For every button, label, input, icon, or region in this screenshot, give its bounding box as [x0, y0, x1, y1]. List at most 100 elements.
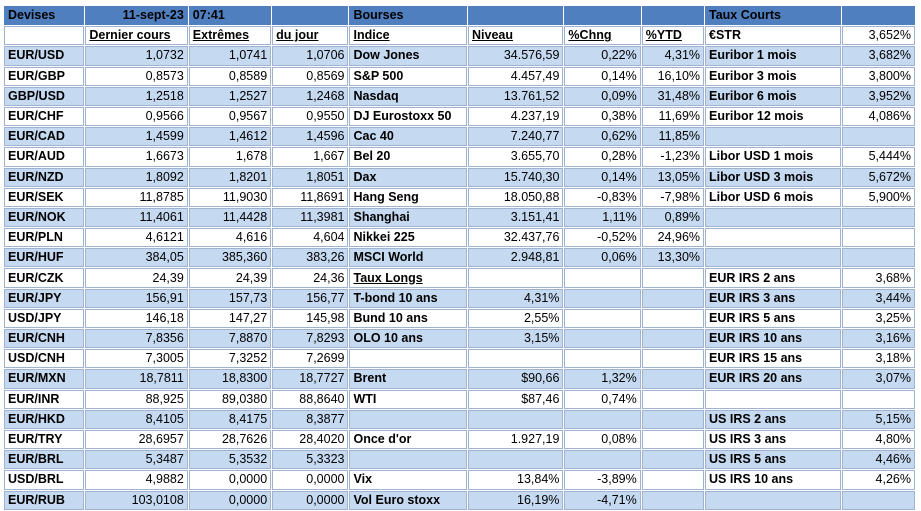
cell-ytd: -7,98%	[641, 187, 705, 207]
cell-extreme-bas: 7,2699	[272, 349, 349, 369]
cell-dernier-cours: 156,91	[85, 288, 188, 308]
cell-taux-label: EUR IRS 15 ans	[705, 349, 841, 369]
col-indice: Indice	[349, 26, 467, 46]
cell-indice: DJ Eurostoxx 50	[349, 106, 467, 127]
header-row: Devises 11-sept-23 07:41 Bourses Taux Co…	[4, 6, 915, 26]
cell-extreme-bas: 24,36	[272, 268, 349, 288]
cell-niveau: 34.576,59	[468, 46, 564, 66]
cell-extreme-haut: 0,0000	[188, 470, 272, 490]
cell-taux-value	[841, 490, 915, 510]
cell-extreme-bas: 156,77	[272, 288, 349, 308]
cell-niveau	[468, 450, 564, 470]
cell-taux-value: 3,44%	[841, 288, 915, 308]
cell-taux-value: 3,25%	[841, 308, 915, 328]
cell-niveau: 2,55%	[468, 308, 564, 328]
cell-indice: Nasdaq	[349, 86, 467, 106]
header-bourses: Bourses	[349, 6, 467, 26]
cell-taux-label: Euribor 1 mois	[705, 46, 841, 66]
cell-indice: Dax	[349, 167, 467, 187]
cell-ytd: -1,23%	[641, 147, 705, 167]
cell-extreme-haut: 1,0741	[188, 46, 272, 66]
cell-extreme-bas: 8,3877	[272, 409, 349, 429]
table-row: EUR/CNH 7,8356 7,8870 7,8293 OLO 10 ans 3,15%…	[4, 329, 915, 349]
cell-ytd	[641, 288, 705, 308]
cell-taux-value	[841, 228, 915, 248]
cell-chng	[564, 450, 641, 470]
cell-chng: 0,28%	[564, 147, 641, 167]
cell-pair: EUR/CAD	[4, 127, 85, 147]
table-row: EUR/CZK 24,39 24,39 24,36 Taux Longs EUR IRS …	[4, 268, 915, 288]
cell-niveau: 2.948,81	[468, 248, 564, 268]
cell-indice: Vix	[349, 470, 467, 490]
cell-extreme-haut: 89,0380	[188, 389, 272, 409]
cell-chng: 0,14%	[564, 66, 641, 86]
cell-taux-label	[705, 248, 841, 268]
cell-extreme-haut: 5,3532	[188, 450, 272, 470]
cell-pair: USD/JPY	[4, 308, 85, 328]
cell-chng: -0,52%	[564, 228, 641, 248]
cell-ytd: 16,10%	[641, 66, 705, 86]
col-chng: %Chng	[564, 26, 641, 46]
table-row: EUR/USD 1,0732 1,0741 1,0706 Dow Jones 34.576…	[4, 46, 915, 66]
cell-pair: EUR/GBP	[4, 66, 85, 86]
table-row: GBP/USD 1,2518 1,2527 1,2468 Nasdaq 13.761,52…	[4, 86, 915, 106]
cell-dernier-cours: 18,7811	[85, 369, 188, 389]
cell-pair: EUR/CZK	[4, 268, 85, 288]
cell-taux-value	[841, 127, 915, 147]
cell-indice: Cac 40	[349, 127, 467, 147]
cell-indice	[349, 349, 467, 369]
cell-taux-label: US IRS 10 ans	[705, 470, 841, 490]
cell-dernier-cours: 1,2518	[85, 86, 188, 106]
cell-ytd	[641, 409, 705, 429]
col-niveau: Niveau	[468, 26, 564, 46]
table-row: EUR/NOK 11,4061 11,4428 11,3981 Shanghai 3.15…	[4, 207, 915, 228]
cell-niveau: 4.457,49	[468, 66, 564, 86]
cell-chng	[564, 349, 641, 369]
cell-extreme-bas: 0,0000	[272, 470, 349, 490]
col-ytd: %YTD	[641, 26, 705, 46]
cell-extreme-haut: 157,73	[188, 288, 272, 308]
cell-dernier-cours: 384,05	[85, 248, 188, 268]
market-table: Devises 11-sept-23 07:41 Bourses Taux Co…	[3, 5, 916, 511]
cell-chng	[564, 268, 641, 288]
cell-niveau: 13.761,52	[468, 86, 564, 106]
cell-extreme-bas: 1,0706	[272, 46, 349, 66]
cell-ytd	[641, 329, 705, 349]
cell-extreme-haut: 1,2527	[188, 86, 272, 106]
cell-pair: EUR/RUB	[4, 490, 85, 510]
cell-dernier-cours: 103,0108	[85, 490, 188, 510]
cell-chng: 0,14%	[564, 167, 641, 187]
cell-dernier-cours: 4,6121	[85, 228, 188, 248]
cell-niveau: 7.240,77	[468, 127, 564, 147]
cell-chng: -4,71%	[564, 490, 641, 510]
table-row: EUR/GBP 0,8573 0,8589 0,8569 S&P 500 4.457,49…	[4, 66, 915, 86]
cell-taux-label	[705, 127, 841, 147]
cell-dernier-cours: 7,8356	[85, 329, 188, 349]
cell-taux-value: 4,46%	[841, 450, 915, 470]
cell-extreme-haut: 0,0000	[188, 490, 272, 510]
cell-indice: Taux Longs	[349, 268, 467, 288]
cell-taux-value: 3,18%	[841, 349, 915, 369]
cell-dernier-cours: 146,18	[85, 308, 188, 328]
cell-chng: 0,09%	[564, 86, 641, 106]
cell-niveau: 16,19%	[468, 490, 564, 510]
table-row: EUR/INR 88,925 89,0380 88,8640 WTI $87,46 0,74…	[4, 389, 915, 409]
cell-dernier-cours: 11,8785	[85, 187, 188, 207]
cell-dernier-cours: 0,8573	[85, 66, 188, 86]
cell-pair: EUR/AUD	[4, 147, 85, 167]
cell-indice: Shanghai	[349, 207, 467, 228]
cell-indice: Hang Seng	[349, 187, 467, 207]
cell-niveau: 13,84%	[468, 470, 564, 490]
table-row: USD/BRL 4,9882 0,0000 0,0000 Vix 13,84% -3,89%…	[4, 470, 915, 490]
cell-chng	[564, 409, 641, 429]
cell-taux-label	[705, 228, 841, 248]
table-row: EUR/CHF 0,9566 0,9567 0,9550 DJ Eurostoxx 50…	[4, 106, 915, 127]
cell-niveau: 3.655,70	[468, 147, 564, 167]
cell-niveau: 32.437,76	[468, 228, 564, 248]
cell-taux-label	[705, 490, 841, 510]
cell-extreme-haut: 11,9030	[188, 187, 272, 207]
cell-taux-value: 4,086%	[841, 106, 915, 127]
cell-ytd	[641, 268, 705, 288]
cell-pair: GBP/USD	[4, 86, 85, 106]
cell-extreme-haut: 385,360	[188, 248, 272, 268]
